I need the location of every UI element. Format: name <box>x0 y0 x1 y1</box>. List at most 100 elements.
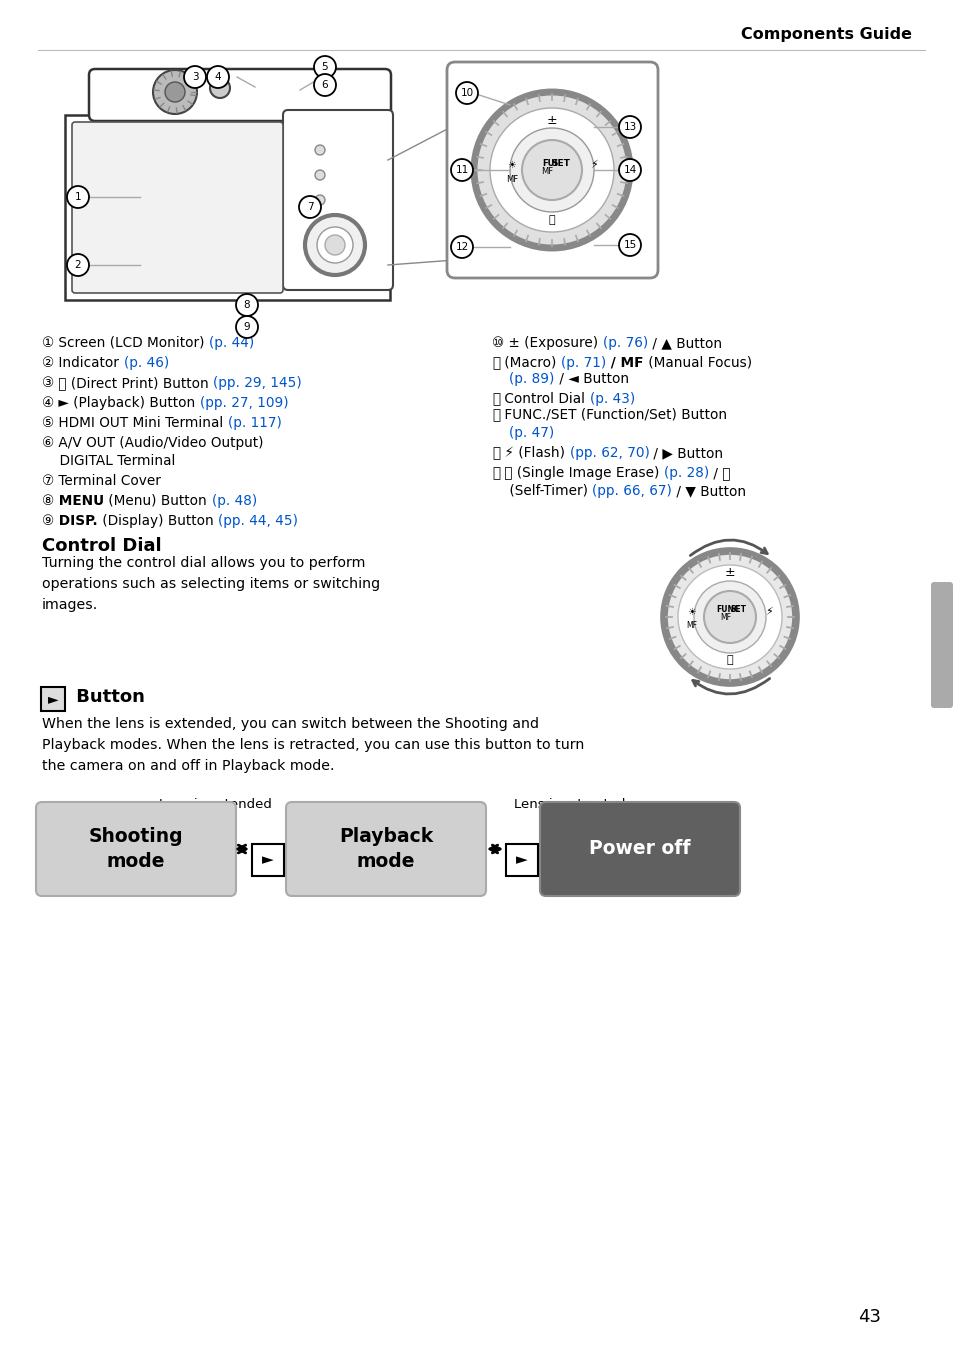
Text: (p. 89): (p. 89) <box>509 373 555 386</box>
Circle shape <box>314 195 325 204</box>
Text: (pp. 44, 45): (pp. 44, 45) <box>218 514 297 529</box>
Text: (pp. 27, 109): (pp. 27, 109) <box>200 395 288 410</box>
Circle shape <box>510 128 594 213</box>
Circle shape <box>314 169 325 180</box>
Text: / MF: / MF <box>605 356 643 370</box>
FancyBboxPatch shape <box>252 845 284 876</box>
Text: MENU: MENU <box>54 494 104 508</box>
Text: ± (Exposure): ± (Exposure) <box>504 336 602 350</box>
Text: MF: MF <box>540 168 553 176</box>
Text: 3: 3 <box>192 73 198 82</box>
Text: (pp. 29, 145): (pp. 29, 145) <box>213 377 302 390</box>
Text: Screen (LCD Monitor): Screen (LCD Monitor) <box>54 336 209 350</box>
Text: (p. 47): (p. 47) <box>509 426 554 440</box>
Circle shape <box>305 215 365 274</box>
Text: ⑮: ⑮ <box>492 465 499 480</box>
Text: ⚡: ⚡ <box>764 607 772 617</box>
Circle shape <box>67 254 89 276</box>
Text: ► (Playback) Button: ► (Playback) Button <box>54 395 200 410</box>
Circle shape <box>618 159 640 182</box>
Text: DISP.: DISP. <box>54 514 98 529</box>
Text: ►: ► <box>516 853 527 868</box>
Text: Lens is extended: Lens is extended <box>158 799 272 811</box>
Text: (p. 117): (p. 117) <box>228 416 281 430</box>
Text: 13: 13 <box>622 122 636 132</box>
Text: ⑦: ⑦ <box>42 473 54 488</box>
Text: (p. 46): (p. 46) <box>123 356 169 370</box>
Text: 10: 10 <box>460 87 473 98</box>
Text: ►: ► <box>262 853 274 868</box>
Circle shape <box>678 565 781 668</box>
Text: FUNC: FUNC <box>716 605 739 615</box>
Circle shape <box>663 551 795 683</box>
FancyBboxPatch shape <box>286 802 485 896</box>
Text: Control Dial: Control Dial <box>499 391 589 406</box>
FancyBboxPatch shape <box>36 802 235 896</box>
Text: FUNC./SET (Function/Set) Button: FUNC./SET (Function/Set) Button <box>499 408 726 422</box>
Text: (Menu) Button: (Menu) Button <box>104 494 212 508</box>
Text: 15: 15 <box>622 239 636 250</box>
Text: 8: 8 <box>243 300 250 309</box>
Text: 7: 7 <box>306 202 313 213</box>
FancyBboxPatch shape <box>71 122 283 293</box>
Text: MF: MF <box>720 613 731 623</box>
Circle shape <box>314 74 335 95</box>
Circle shape <box>456 82 477 104</box>
Circle shape <box>298 196 320 218</box>
Text: ⌛: ⌛ <box>548 215 555 225</box>
Circle shape <box>316 227 353 264</box>
Text: (Self-Timer): (Self-Timer) <box>492 484 592 498</box>
Text: MF: MF <box>505 175 517 184</box>
Text: (Manual Focus): (Manual Focus) <box>643 356 751 370</box>
Text: Power off: Power off <box>589 839 690 858</box>
Circle shape <box>314 145 325 155</box>
Text: (Display) Button: (Display) Button <box>98 514 218 529</box>
Circle shape <box>693 581 765 654</box>
Circle shape <box>451 159 473 182</box>
Text: 1: 1 <box>74 192 81 202</box>
FancyBboxPatch shape <box>505 845 537 876</box>
Text: ⑥: ⑥ <box>42 436 54 451</box>
Text: 5: 5 <box>321 62 328 73</box>
Text: 11: 11 <box>455 165 468 175</box>
FancyBboxPatch shape <box>930 582 952 707</box>
Circle shape <box>703 590 755 643</box>
Circle shape <box>207 66 229 87</box>
Text: / ▲ Button: / ▲ Button <box>647 336 721 350</box>
Text: ⚡ (Flash): ⚡ (Flash) <box>499 447 569 460</box>
Text: Playback
mode: Playback mode <box>338 827 433 872</box>
Text: / ▼ Button: / ▼ Button <box>672 484 745 498</box>
FancyBboxPatch shape <box>447 62 658 278</box>
Text: ⑭: ⑭ <box>492 447 499 460</box>
Text: ►: ► <box>48 691 58 706</box>
Circle shape <box>314 221 325 230</box>
Text: Shooting
mode: Shooting mode <box>89 827 183 872</box>
Text: (p. 76): (p. 76) <box>602 336 647 350</box>
Text: DIGITAL Terminal: DIGITAL Terminal <box>42 455 175 468</box>
Text: ±: ± <box>546 113 557 126</box>
Text: 4: 4 <box>214 73 221 82</box>
Text: 14: 14 <box>622 165 636 175</box>
Circle shape <box>152 70 196 114</box>
Text: (p. 28): (p. 28) <box>663 465 708 480</box>
Circle shape <box>184 66 206 87</box>
Text: Button: Button <box>70 689 145 706</box>
Text: HDMI OUT Mini Terminal: HDMI OUT Mini Terminal <box>54 416 228 430</box>
Text: ③: ③ <box>42 377 54 390</box>
Text: Lens is retracted: Lens is retracted <box>514 799 625 811</box>
Circle shape <box>451 235 473 258</box>
Text: Indicator: Indicator <box>54 356 123 370</box>
Text: / ▶ Button: / ▶ Button <box>649 447 722 460</box>
Circle shape <box>618 116 640 139</box>
Circle shape <box>618 234 640 256</box>
Circle shape <box>521 140 581 200</box>
Text: ⑧: ⑧ <box>42 494 54 508</box>
Text: ⎙ (Direct Print) Button: ⎙ (Direct Print) Button <box>54 377 213 390</box>
Text: Control Dial: Control Dial <box>42 537 161 555</box>
Text: (pp. 66, 67): (pp. 66, 67) <box>592 484 672 498</box>
Text: (pp. 62, 70): (pp. 62, 70) <box>569 447 649 460</box>
Text: Terminal Cover: Terminal Cover <box>54 473 161 488</box>
Text: ②: ② <box>42 356 54 370</box>
Text: ⑫: ⑫ <box>492 391 499 406</box>
Text: (p. 44): (p. 44) <box>209 336 254 350</box>
